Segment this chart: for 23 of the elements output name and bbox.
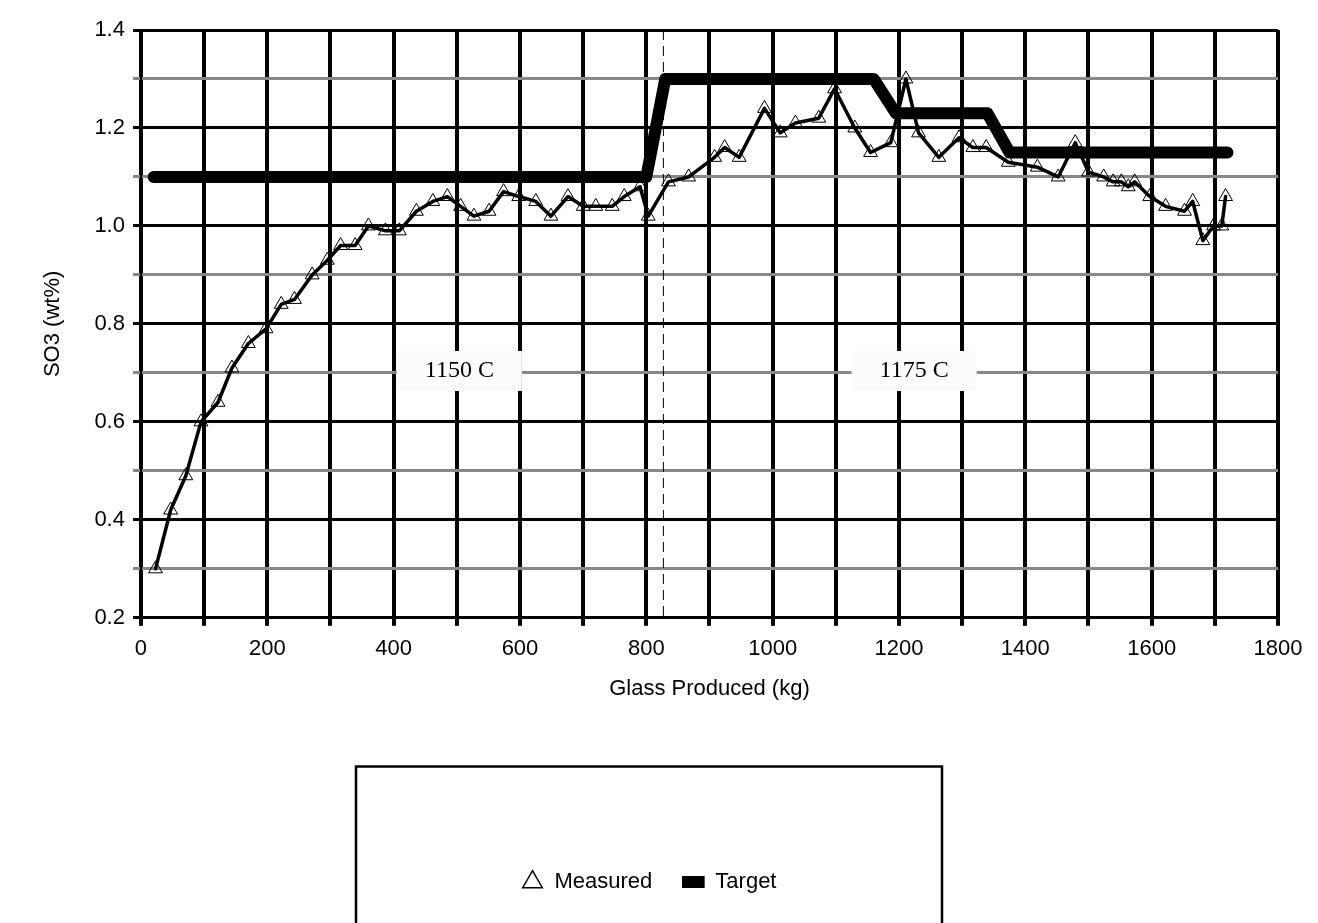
legend-label: Target [715,868,777,894]
y-tick-label: 0.2 [94,603,125,629]
x-tick-label: 400 [375,635,413,661]
x-tick-label: 0 [134,635,148,661]
x-tick-label: 600 [501,635,539,661]
x-tick-label: 1800 [1253,635,1303,661]
y-tick-label: 1.0 [94,212,125,237]
x-tick-label: 200 [248,635,286,661]
y-tick-label: 1.2 [94,114,125,140]
x-tick-label: 1600 [1127,635,1177,661]
x-tick-label: 1200 [874,635,924,661]
x-tick-label: 1400 [1000,635,1050,661]
legend-label: Measured [554,868,653,894]
x-tick-label: 800 [627,635,665,661]
y-tick-label: 0.8 [94,309,125,335]
annotation: 1150 C [424,356,494,383]
y-tick-label: 0.6 [94,407,125,433]
y-axis-title: SO3 (wt%) [39,270,65,378]
x-tick-label: 1000 [748,635,798,661]
y-tick-label: 1.4 [94,16,125,42]
annotation: 1175 C [879,356,949,383]
y-tick-label: 0.4 [94,505,125,531]
x-axis-title: Glass Produced (kg) [609,675,810,701]
